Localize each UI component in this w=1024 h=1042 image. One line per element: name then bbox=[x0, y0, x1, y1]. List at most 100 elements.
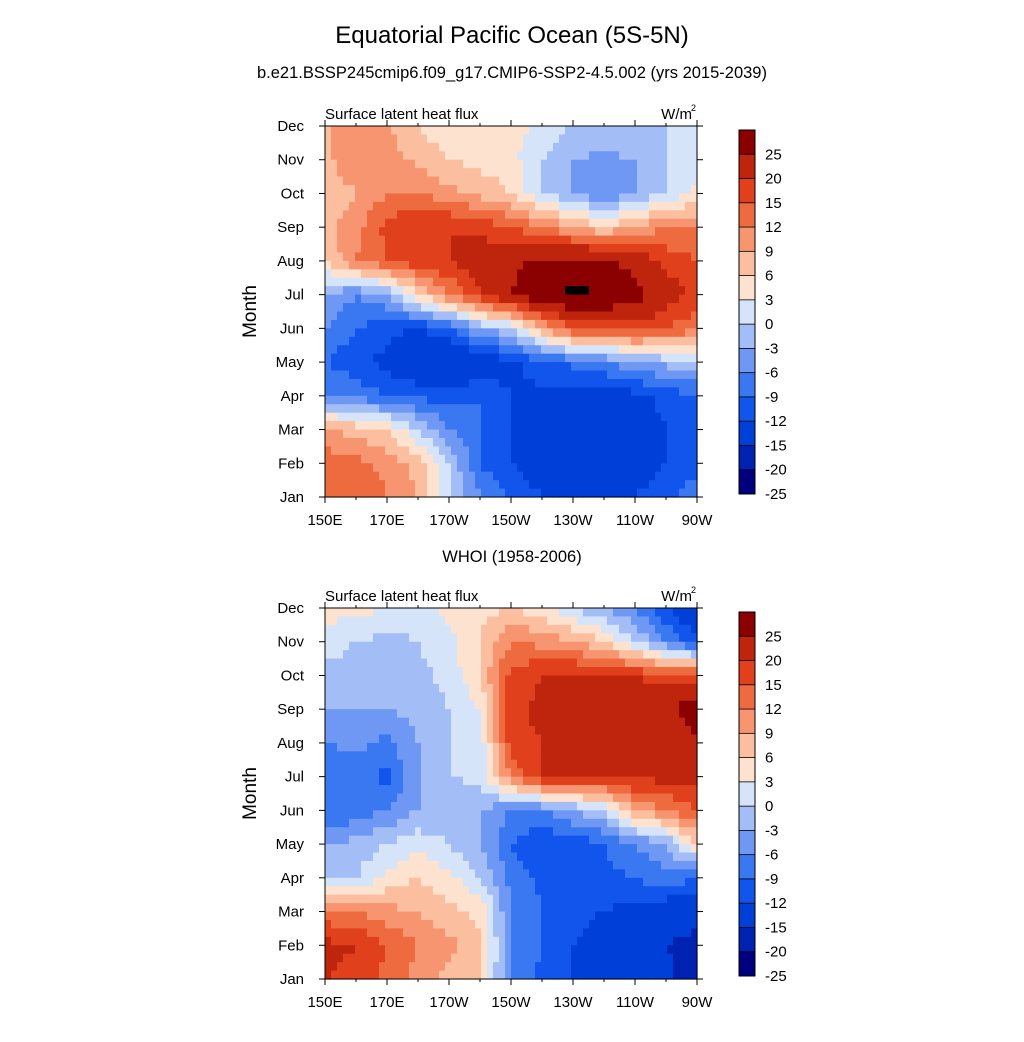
heat-cell bbox=[637, 777, 644, 786]
heat-cell bbox=[499, 430, 506, 439]
heat-cell bbox=[655, 354, 662, 363]
heat-cell bbox=[685, 446, 692, 455]
heat-cell bbox=[403, 160, 410, 169]
heat-cell bbox=[547, 819, 554, 828]
heat-cell bbox=[565, 827, 572, 836]
heat-cell bbox=[427, 379, 434, 388]
heat-cell bbox=[379, 743, 386, 752]
heat-cell bbox=[631, 168, 638, 177]
heat-cell bbox=[457, 895, 464, 904]
heat-cell bbox=[367, 743, 374, 752]
heat-cell bbox=[409, 168, 416, 177]
heat-cell bbox=[511, 734, 518, 743]
heat-cell bbox=[367, 413, 374, 422]
heat-cell bbox=[589, 143, 596, 152]
heat-cell bbox=[361, 869, 368, 878]
heat-cell bbox=[355, 760, 362, 769]
heat-cell bbox=[445, 625, 452, 634]
heat-cell bbox=[421, 836, 428, 845]
heat-cell bbox=[391, 844, 398, 853]
heat-cell bbox=[349, 126, 356, 135]
heat-cell bbox=[433, 404, 440, 413]
heat-cell bbox=[673, 802, 680, 811]
heat-cell bbox=[499, 743, 506, 752]
heat-cell bbox=[523, 616, 530, 625]
heat-cell bbox=[493, 134, 500, 143]
heat-cell bbox=[379, 810, 386, 819]
heat-cell bbox=[685, 202, 692, 211]
heat-cell bbox=[325, 794, 332, 803]
heat-cell bbox=[451, 126, 458, 135]
heat-cell bbox=[409, 227, 416, 236]
heat-cell bbox=[511, 227, 518, 236]
heat-cell bbox=[511, 295, 518, 304]
heat-cell bbox=[673, 312, 680, 321]
heat-cell bbox=[517, 810, 524, 819]
heat-cell bbox=[379, 751, 386, 760]
heat-cell bbox=[625, 328, 632, 337]
heat-cell bbox=[631, 371, 638, 380]
heat-cell bbox=[403, 354, 410, 363]
heat-cell bbox=[613, 743, 620, 752]
heat-cell bbox=[421, 886, 428, 895]
heat-cell bbox=[457, 345, 464, 354]
heat-cell bbox=[583, 886, 590, 895]
heat-cell bbox=[595, 252, 602, 261]
heat-cell bbox=[685, 379, 692, 388]
heat-cell bbox=[385, 371, 392, 380]
heat-cell bbox=[673, 853, 680, 862]
heat-cell bbox=[529, 675, 536, 684]
heat-cell bbox=[613, 143, 620, 152]
heat-cell bbox=[667, 202, 674, 211]
heat-cell bbox=[505, 734, 512, 743]
heat-cell bbox=[481, 743, 488, 752]
heat-cell bbox=[361, 489, 368, 498]
heat-cell bbox=[475, 810, 482, 819]
heat-cell bbox=[373, 312, 380, 321]
latent-heat-panel-model: JanFebMarAprMayJunJulAugSepOctNovDec150E… bbox=[0, 90, 1024, 560]
heat-cell bbox=[403, 642, 410, 651]
heat-cell bbox=[523, 438, 530, 447]
heat-cell bbox=[361, 616, 368, 625]
heat-cell bbox=[427, 446, 434, 455]
heat-cell bbox=[433, 278, 440, 287]
heat-cell bbox=[529, 160, 536, 169]
heat-cell bbox=[583, 134, 590, 143]
heat-cell bbox=[487, 446, 494, 455]
heat-cell bbox=[325, 853, 332, 862]
heat-cell bbox=[523, 869, 530, 878]
heat-cell bbox=[481, 625, 488, 634]
heat-cell bbox=[631, 463, 638, 472]
heat-cell bbox=[385, 659, 392, 668]
heat-cell bbox=[643, 455, 650, 464]
heat-cell bbox=[571, 126, 578, 135]
heat-cell bbox=[523, 396, 530, 405]
heat-cell bbox=[517, 185, 524, 194]
heat-cell bbox=[679, 667, 686, 676]
heat-cell bbox=[553, 244, 560, 253]
heat-cell bbox=[493, 193, 500, 202]
heat-cell bbox=[331, 303, 338, 312]
heat-cell bbox=[667, 819, 674, 828]
heat-cell bbox=[421, 633, 428, 642]
heat-cell bbox=[619, 684, 626, 693]
heat-cell bbox=[589, 751, 596, 760]
heat-cell bbox=[595, 210, 602, 219]
heat-cell bbox=[385, 404, 392, 413]
heat-cell bbox=[385, 768, 392, 777]
heat-cell bbox=[601, 396, 608, 405]
x-tick-label: 130W bbox=[553, 512, 593, 529]
heat-cell bbox=[643, 667, 650, 676]
heat-cell bbox=[661, 836, 668, 845]
heat-cell bbox=[493, 768, 500, 777]
heat-cell bbox=[433, 193, 440, 202]
heat-cell bbox=[355, 345, 362, 354]
heat-cell bbox=[355, 404, 362, 413]
heat-cell bbox=[661, 295, 668, 304]
heat-cell bbox=[427, 160, 434, 169]
heat-cell bbox=[445, 768, 452, 777]
heat-cell bbox=[415, 760, 422, 769]
heat-cell bbox=[445, 303, 452, 312]
heat-cell bbox=[325, 675, 332, 684]
heat-cell bbox=[571, 718, 578, 727]
